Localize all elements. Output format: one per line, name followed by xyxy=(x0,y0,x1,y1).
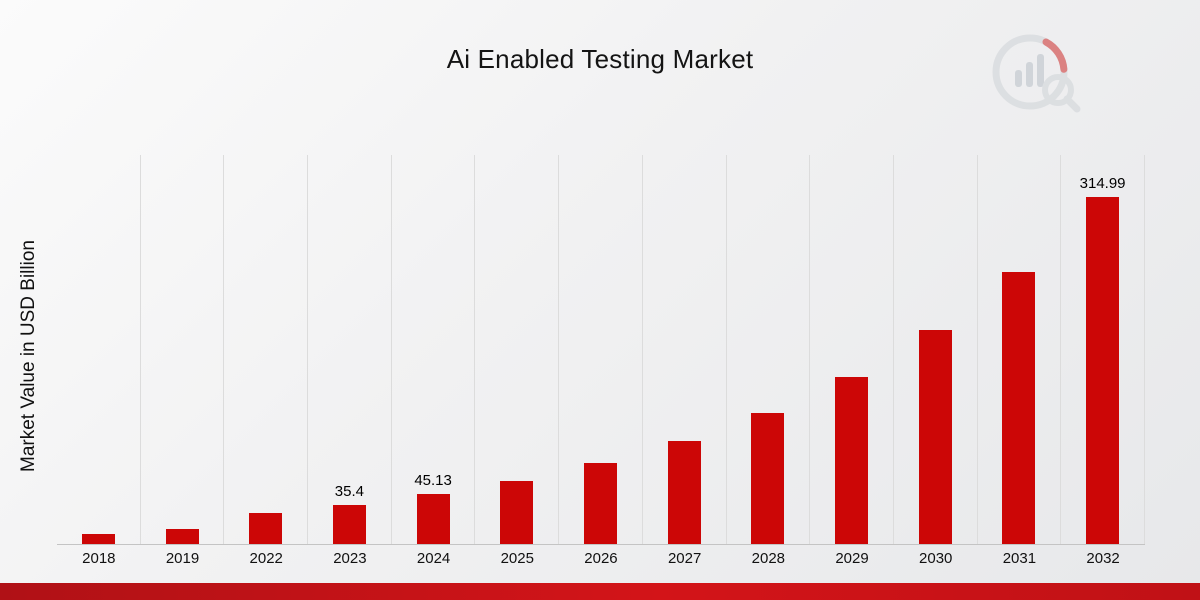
bar xyxy=(583,463,617,544)
bar xyxy=(667,440,701,544)
bar xyxy=(835,376,869,544)
x-tick-label: 2031 xyxy=(1002,550,1037,567)
bar xyxy=(500,480,534,544)
x-tick-label: 2026 xyxy=(584,550,618,567)
x-tick-label: 2024 xyxy=(416,550,451,567)
bar xyxy=(751,412,785,544)
bar-value-label: 314.99 xyxy=(1079,174,1126,192)
bar-column xyxy=(224,155,309,544)
x-tick-label: 2018 xyxy=(82,550,116,567)
bar-column xyxy=(141,155,225,544)
x-tick-label: 2019 xyxy=(165,550,200,567)
bar xyxy=(332,505,366,544)
x-tick-label: 2029 xyxy=(835,550,869,567)
logo-bar-icon xyxy=(1015,70,1022,87)
bar-column xyxy=(559,155,643,544)
bar xyxy=(165,529,199,544)
chart-title: Ai Enabled Testing Market xyxy=(446,44,754,74)
x-tick-label: 2028 xyxy=(751,550,786,567)
bar-column xyxy=(475,155,560,544)
bar-column xyxy=(978,155,1062,544)
x-tick-label: 2022 xyxy=(249,550,283,567)
bar-value-label: 45.13 xyxy=(414,472,452,490)
x-tick-label: 2030 xyxy=(919,550,953,567)
x-tick-label: 2023 xyxy=(333,550,367,567)
logo-magnifier-handle xyxy=(1063,95,1081,113)
logo-bar-icon xyxy=(1037,54,1044,87)
bar-column: 45.13 xyxy=(392,155,476,544)
bar-column: 314.99 xyxy=(1061,155,1145,544)
bar-column xyxy=(643,155,727,544)
bar-column xyxy=(57,155,141,544)
footer-stripe xyxy=(0,583,1200,600)
bar-value-label: 35.4 xyxy=(334,483,364,500)
bar xyxy=(1002,271,1036,544)
x-tick-label: 2025 xyxy=(500,550,534,567)
bar-column xyxy=(894,155,978,544)
x-axis: 2018 2019 2022 2023 2024 2025 2026 2027 2028 2029… xyxy=(57,550,1145,567)
bar-column xyxy=(727,155,811,544)
logo-magnifier-icon xyxy=(1042,74,1074,106)
x-tick-label: 2027 xyxy=(667,550,702,567)
bar xyxy=(416,494,450,544)
x-tick-label: 2032 xyxy=(1086,550,1120,567)
bar xyxy=(81,534,115,544)
bar-column xyxy=(810,155,894,544)
logo-bar-icon xyxy=(1026,62,1033,87)
bar xyxy=(249,513,283,544)
bar xyxy=(1086,196,1120,544)
plot-area: 35.4 45.13 314.99 xyxy=(57,155,1145,545)
logo-red-arc xyxy=(992,34,1068,110)
bar-column: 35.4 xyxy=(308,155,392,544)
market-research-future-logo xyxy=(992,34,1081,113)
bar xyxy=(918,330,952,544)
y-axis-label: Market Value in USD Billion xyxy=(18,240,39,472)
